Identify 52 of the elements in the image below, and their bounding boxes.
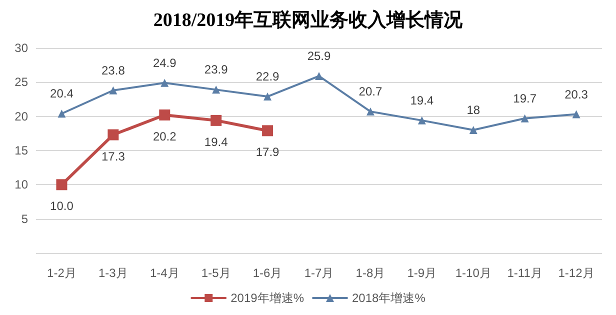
data-label: 19.7 [513,91,537,106]
data-label: 22.9 [256,70,280,84]
y-tick-label: 15 [14,144,28,158]
point [58,110,66,118]
point [315,72,323,80]
x-tick-label: 1-10月 [455,266,492,280]
x-tick-label: 1-9月 [407,266,437,280]
x-tick-label: 1-3月 [98,266,128,280]
data-label: 18 [466,103,480,117]
x-tick-label: 1-6月 [252,266,282,280]
data-label: 23.8 [102,63,126,78]
point [469,126,478,134]
data-label: 20.7 [358,84,382,99]
y-tick-label: 25 [14,75,28,90]
x-tick-label: 1-11月 [507,266,542,280]
point [520,114,529,122]
x-tick-label: 1-8月 [356,266,386,280]
data-label: 10.0 [50,199,74,214]
point [109,86,118,94]
x-tick-label: 1-5月 [201,266,231,280]
point [262,125,274,136]
point [159,109,170,120]
data-label: 17.9 [256,145,280,160]
data-label: 25.9 [307,49,331,64]
point [212,86,220,94]
data-label: 23.9 [204,62,228,77]
y-tick-label: 5 [21,212,28,226]
x-tick-label: 1-2月 [47,266,76,280]
x-tick-label: 1-12月 [558,266,594,280]
y-tick-label: 20 [14,109,28,124]
data-label: 19.4 [410,93,434,108]
data-label: 17.3 [102,149,126,164]
point [366,108,374,116]
point [108,129,119,140]
point [210,114,222,126]
y-tick-label: 10 [14,178,28,192]
point [160,78,169,87]
data-label: 19.4 [204,134,228,149]
data-label: 20.2 [152,129,177,144]
point [264,92,272,101]
data-label: 20.4 [50,86,74,101]
point [572,110,580,118]
point [56,179,68,190]
data-label: 24.9 [152,56,177,70]
point [418,116,426,124]
x-tick-label: 1-7月 [304,266,334,280]
x-tick-label: 1-4月 [150,266,180,280]
legend-label: 2019年增速% [230,291,304,305]
legend-label: 2018年增速% [352,291,426,305]
chart-title: 2018/2019年互联网业务收入增长情况 [153,9,464,31]
data-label: 20.3 [564,87,588,102]
y-tick-label: 30 [14,41,28,55]
